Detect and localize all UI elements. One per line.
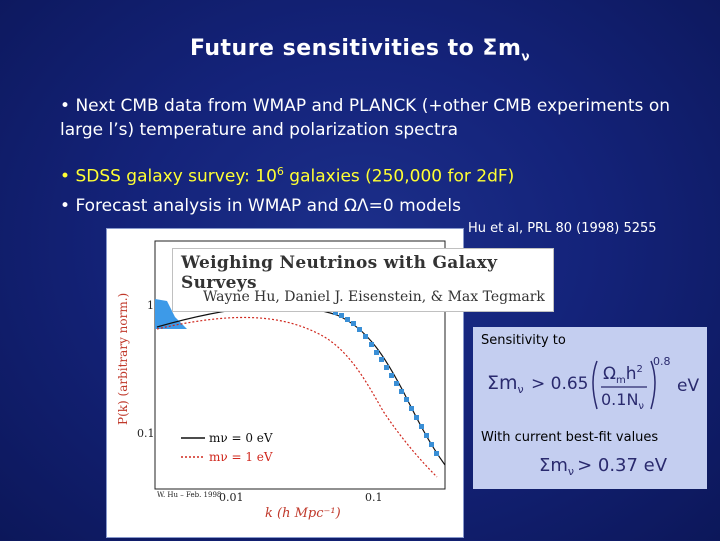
figure-heading-box: Weighing Neutrinos with Galaxy Surveys W… [172, 248, 554, 312]
x-axis-label: k (h Mpc⁻¹) [265, 506, 341, 521]
curve-mnu-1 [156, 316, 438, 478]
bullet-cmb: • Next CMB data from WMAP and PLANCK (+o… [60, 96, 670, 140]
data-point [357, 327, 362, 332]
figure-credit: W. Hu – Feb. 1998 [157, 491, 221, 499]
power-spectrum-plot: P(k) (arbitrary norm.) 1 0.1 0.01 0.1 k … [116, 240, 446, 521]
formula-lhs: Σmν [487, 372, 524, 396]
formula-exponent: 0.8 [653, 355, 671, 368]
data-point [374, 350, 379, 355]
citation: Hu et al, PRL 80 (1998) 5255 [468, 221, 657, 236]
paren-left [592, 360, 598, 410]
figure-heading: Weighing Neutrinos with Galaxy Surveys [181, 253, 498, 293]
data-point [429, 442, 434, 447]
sensitivity-formula: Σmν > 0.65 Ωmh2 0.1Nν 0.8 eV [487, 355, 699, 412]
data-point [434, 451, 439, 456]
data-point [345, 317, 350, 322]
formula-unit: eV [677, 376, 699, 396]
legend-label-mnu-1: mν = 1 eV [209, 450, 273, 464]
data-point [333, 310, 338, 315]
legend-label-mnu-0: mν = 0 eV [209, 431, 273, 445]
data-point [404, 397, 409, 402]
data-point [384, 365, 389, 370]
bullet-forecast: • Forecast analysis in WMAP and ΩΛ=0 mod… [60, 196, 461, 216]
paren-right [650, 360, 656, 410]
y-tick-01: 0.1 [137, 427, 155, 440]
data-point [363, 334, 368, 339]
formula-op: > 0.65 [531, 374, 589, 394]
formula-numerator: Ωmh2 [603, 364, 643, 386]
x-tick-01: 0.1 [365, 491, 383, 504]
current-formula: Σmν > 0.37 eV [539, 455, 668, 478]
data-point [351, 321, 356, 326]
current-formula-text: Σmν > 0.37 eV [539, 455, 668, 478]
sensitivity-label: Sensitivity to [481, 333, 566, 348]
data-point [419, 424, 424, 429]
y-tick-1: 1 [147, 299, 154, 312]
data-point [399, 389, 404, 394]
y-axis-label: P(k) (arbitrary norm.) [116, 293, 130, 425]
data-point [414, 415, 419, 420]
curve-mnu-0 [156, 305, 446, 466]
data-point [369, 342, 374, 347]
data-point [339, 313, 344, 318]
sensitivity-box: Sensitivity to Σmν > 0.65 Ωmh2 0.1Nν 0.8… [473, 327, 707, 489]
data-point [394, 381, 399, 386]
data-point [389, 373, 394, 378]
bullet-sdss: • SDSS galaxy survey: 106 galaxies (250,… [60, 165, 515, 187]
figure-authors: Wayne Hu, Daniel J. Eisenstein, & Max Te… [203, 289, 545, 305]
data-point [409, 406, 414, 411]
data-point [424, 433, 429, 438]
x-tick-001: 0.01 [219, 491, 244, 504]
data-point [379, 357, 384, 362]
plot-frame [154, 240, 446, 490]
formula-denominator: 0.1Nν [601, 390, 644, 412]
data-points [333, 310, 439, 456]
slide-title: Future sensitivities to Σmν [189, 36, 531, 64]
current-best-fit-label: With current best-fit values [481, 430, 659, 445]
